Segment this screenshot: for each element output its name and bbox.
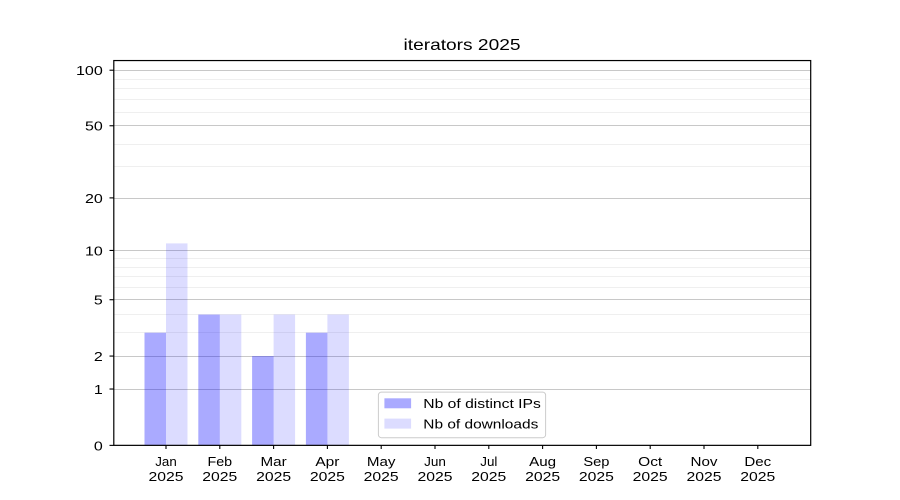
svg-text:2025: 2025: [310, 469, 345, 484]
svg-text:2025: 2025: [740, 469, 775, 484]
svg-text:2025: 2025: [256, 469, 291, 484]
svg-text:Sep: Sep: [583, 454, 609, 469]
svg-text:2025: 2025: [525, 469, 560, 484]
svg-text:May: May: [367, 454, 396, 469]
svg-text:100: 100: [76, 63, 103, 78]
svg-text:5: 5: [94, 293, 103, 308]
svg-text:2025: 2025: [579, 469, 614, 484]
svg-text:2025: 2025: [687, 469, 722, 484]
svg-text:1: 1: [94, 382, 103, 397]
svg-text:Nb of downloads: Nb of downloads: [423, 416, 538, 431]
svg-text:2025: 2025: [202, 469, 237, 484]
svg-text:Jan: Jan: [155, 454, 177, 469]
svg-text:Dec: Dec: [744, 454, 771, 469]
svg-text:Feb: Feb: [208, 454, 233, 469]
svg-text:Nb of distinct IPs: Nb of distinct IPs: [423, 396, 541, 411]
svg-text:iterators 2025: iterators 2025: [404, 37, 521, 54]
svg-text:Apr: Apr: [315, 454, 340, 469]
svg-text:Aug: Aug: [529, 454, 556, 469]
svg-text:Oct: Oct: [638, 454, 662, 469]
svg-text:2: 2: [94, 349, 103, 364]
svg-text:50: 50: [85, 119, 103, 134]
svg-text:20: 20: [85, 191, 103, 206]
svg-text:Nov: Nov: [691, 454, 718, 469]
svg-text:10: 10: [85, 243, 103, 258]
svg-text:2025: 2025: [149, 469, 184, 484]
svg-text:Jul: Jul: [480, 454, 497, 469]
svg-text:Jun: Jun: [424, 454, 446, 469]
svg-text:2025: 2025: [633, 469, 668, 484]
svg-text:2025: 2025: [418, 469, 453, 484]
svg-text:2025: 2025: [364, 469, 399, 484]
svg-text:0: 0: [94, 438, 103, 453]
svg-text:Mar: Mar: [261, 454, 288, 469]
svg-text:2025: 2025: [471, 469, 506, 484]
